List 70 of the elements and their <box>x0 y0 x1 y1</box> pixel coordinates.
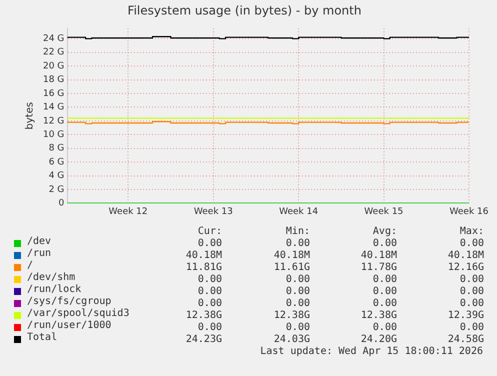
text: 0.00 <box>372 238 397 250</box>
text: 0.00 <box>458 298 484 310</box>
y-tick-label: 22 G <box>42 48 64 58</box>
chart-title: Filesystem usage (in bytes) - by month <box>128 3 362 18</box>
y-tick-label: 12 G <box>42 116 64 126</box>
x-tick-label: Week 13 <box>194 206 233 217</box>
y-tick-label: 16 G <box>42 88 64 99</box>
y-tick-label: 8 G <box>48 144 64 154</box>
text: 12.38G <box>360 310 397 322</box>
text: 11.61G <box>272 262 310 274</box>
text: 0.00 <box>372 274 397 286</box>
text: 0.00 <box>196 274 222 286</box>
text: 0.00 <box>458 286 484 298</box>
legend-label: /run/lock <box>27 284 82 296</box>
text: 0.00 <box>372 298 397 310</box>
y-tick-label: 10 G <box>42 130 64 140</box>
legend-label: Total <box>27 332 58 344</box>
text: Cur: <box>196 226 222 238</box>
y-axis-title: bytes <box>24 102 36 130</box>
text: 24.03G <box>272 334 310 346</box>
text: 0.00 <box>458 238 484 250</box>
text: Last update: Wed Apr 15 18:00:11 2026 <box>260 346 483 358</box>
text: 12.38G <box>184 310 222 322</box>
y-tick-label: 18 G <box>42 75 64 86</box>
text: 0.00 <box>372 322 397 334</box>
text: 0.00 <box>196 298 222 310</box>
text: 0.00 <box>372 286 397 298</box>
x-tick-label: Week 15 <box>364 206 404 217</box>
text: 40.18M <box>446 250 484 262</box>
text: Max: <box>458 226 484 238</box>
x-tick-label: Week 14 <box>279 206 318 217</box>
text: 12.38G <box>272 310 310 322</box>
legend-label: /var/spool/squid3 <box>27 308 130 320</box>
text: 11.81G <box>184 262 222 274</box>
text: 0.00 <box>284 238 310 250</box>
y-tick-label: 2 G <box>48 184 64 195</box>
text: 24.23G <box>184 334 222 346</box>
legend-label: / <box>27 260 34 272</box>
legend-label: /run <box>27 248 52 260</box>
text: Avg: <box>372 226 397 238</box>
legend-label: /dev/shm <box>27 272 76 284</box>
y-tick-label: 0 <box>58 198 65 209</box>
y-tick-label: 20 G <box>42 61 64 72</box>
y-tick-label: 6 G <box>48 157 64 168</box>
text: 0.00 <box>196 322 222 334</box>
text: 0.00 <box>284 274 310 286</box>
x-tick-label: Week 16 <box>450 206 489 217</box>
text: 0.00 <box>458 322 484 334</box>
text: Min: <box>284 226 310 238</box>
text: 12.39G <box>446 310 484 322</box>
text: 0.00 <box>196 238 222 250</box>
text: 24.58G <box>446 334 484 346</box>
y-tick-label: 4 G <box>48 171 64 182</box>
x-tick-label: Week 12 <box>108 206 148 217</box>
text: 0.00 <box>284 322 310 334</box>
text: 0.00 <box>196 286 222 298</box>
y-tick-label: 14 G <box>42 102 64 113</box>
text: 0.00 <box>284 286 310 298</box>
text: 24.20G <box>360 334 397 346</box>
text: 0.00 <box>458 274 484 286</box>
text: 40.18M <box>360 250 397 262</box>
text: 11.78G <box>360 262 397 274</box>
legend-label: /dev <box>27 236 52 248</box>
legend-label: /sys/fs/cgroup <box>27 296 112 308</box>
text: 40.18M <box>184 250 222 262</box>
legend-label: /run/user/1000 <box>27 320 112 332</box>
text: 0.00 <box>284 298 310 310</box>
text: 12.16G <box>446 262 484 274</box>
text: 40.18M <box>272 250 310 262</box>
y-tick-label: 24 G <box>42 34 64 44</box>
